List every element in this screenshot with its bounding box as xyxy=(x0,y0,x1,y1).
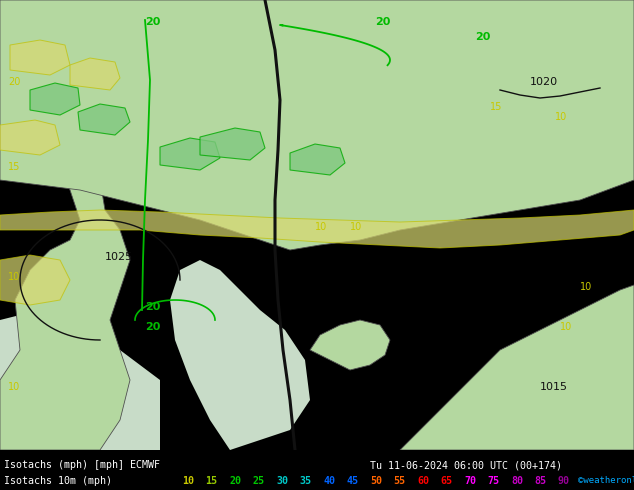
Text: 10: 10 xyxy=(182,476,194,486)
Text: 20: 20 xyxy=(375,17,391,27)
Text: 35: 35 xyxy=(299,476,311,486)
Text: 75: 75 xyxy=(488,476,500,486)
Text: 55: 55 xyxy=(394,476,406,486)
Text: 20: 20 xyxy=(475,32,490,42)
Polygon shape xyxy=(0,120,60,155)
Text: 10: 10 xyxy=(580,282,592,292)
Polygon shape xyxy=(0,210,634,248)
Text: 10: 10 xyxy=(350,222,362,232)
Text: 80: 80 xyxy=(511,476,523,486)
Polygon shape xyxy=(160,138,220,170)
Polygon shape xyxy=(70,58,120,90)
Polygon shape xyxy=(10,40,70,75)
Polygon shape xyxy=(0,310,160,450)
Text: 65: 65 xyxy=(441,476,453,486)
Polygon shape xyxy=(290,144,345,175)
Text: 50: 50 xyxy=(370,476,382,486)
Text: 10: 10 xyxy=(8,272,20,282)
Text: 10: 10 xyxy=(555,112,567,122)
Text: Tu 11-06-2024 06:00 UTC (00+174): Tu 11-06-2024 06:00 UTC (00+174) xyxy=(370,460,562,470)
Polygon shape xyxy=(0,255,70,305)
Text: 10: 10 xyxy=(315,222,327,232)
Text: 40: 40 xyxy=(323,476,335,486)
Polygon shape xyxy=(0,0,130,450)
Text: 1015: 1015 xyxy=(540,382,568,392)
Text: 15: 15 xyxy=(8,162,20,172)
Text: 20: 20 xyxy=(145,17,160,27)
Polygon shape xyxy=(400,285,634,450)
Text: 15: 15 xyxy=(205,476,217,486)
Text: 20: 20 xyxy=(145,322,160,332)
Text: 45: 45 xyxy=(347,476,358,486)
Text: 30: 30 xyxy=(276,476,288,486)
Polygon shape xyxy=(30,83,80,115)
Text: 20: 20 xyxy=(145,302,160,312)
Text: 70: 70 xyxy=(464,476,476,486)
Text: 20: 20 xyxy=(8,77,20,87)
Text: ©weatheronline.co.uk: ©weatheronline.co.uk xyxy=(578,476,634,485)
Text: 60: 60 xyxy=(417,476,429,486)
Polygon shape xyxy=(170,260,310,450)
Text: 10: 10 xyxy=(560,322,573,332)
Text: Isotachs (mph) [mph] ECMWF: Isotachs (mph) [mph] ECMWF xyxy=(4,460,160,470)
Text: 1025: 1025 xyxy=(105,252,133,262)
Text: 1020: 1020 xyxy=(530,77,558,87)
Polygon shape xyxy=(0,0,634,250)
Text: 25: 25 xyxy=(252,476,264,486)
Polygon shape xyxy=(78,104,130,135)
Polygon shape xyxy=(310,320,390,370)
Text: 85: 85 xyxy=(534,476,547,486)
Text: 90: 90 xyxy=(558,476,570,486)
Text: 10: 10 xyxy=(8,382,20,392)
Text: Isotachs 10m (mph): Isotachs 10m (mph) xyxy=(4,476,112,486)
Text: 20: 20 xyxy=(229,476,241,486)
Polygon shape xyxy=(200,128,265,160)
Text: 15: 15 xyxy=(490,102,502,112)
